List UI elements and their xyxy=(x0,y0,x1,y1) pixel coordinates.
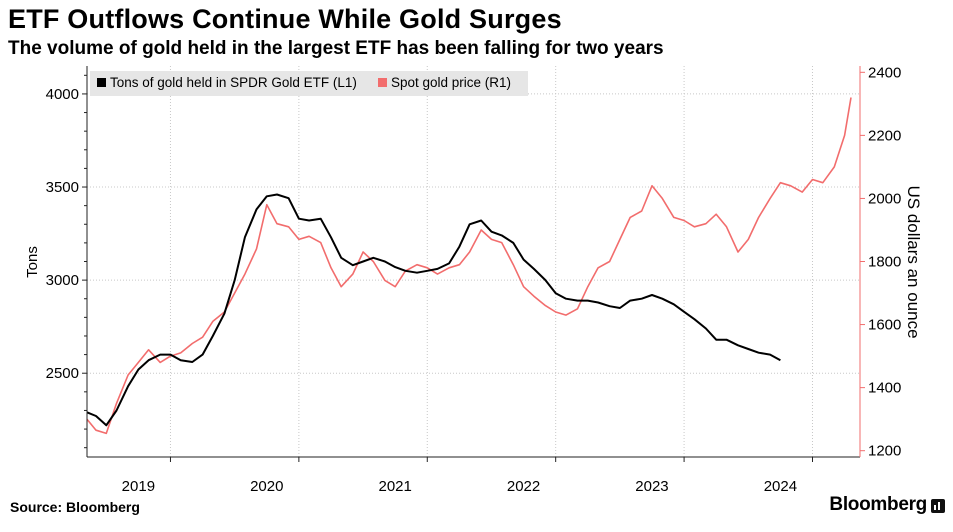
legend-label-etf: Tons of gold held in SPDR Gold ETF (L1) xyxy=(110,75,357,90)
axes: 2500 3000 3500 4000 1200 1400 1600 1800 2000 2200… xyxy=(46,64,902,495)
legend-label-gold: Spot gold price (R1) xyxy=(391,75,511,90)
right-tick-label: 1800 xyxy=(868,254,901,271)
right-tick-label: 2000 xyxy=(868,190,901,207)
x-tick-label: 2022 xyxy=(507,478,540,495)
x-tick-label: 2019 xyxy=(122,478,155,495)
x-tick-label: 2024 xyxy=(764,478,797,495)
x-tick-label: 2023 xyxy=(635,478,668,495)
legend-swatch-etf xyxy=(97,78,106,87)
chart-title: ETF Outflows Continue While Gold Surges xyxy=(8,4,562,34)
legend: Tons of gold held in SPDR Gold ETF (L1) … xyxy=(90,71,528,96)
brand-logo: Bloomberg xyxy=(829,494,927,515)
left-tick-label: 4000 xyxy=(46,86,79,103)
y-axis-label-left: Tons xyxy=(24,246,41,278)
y-axis-label-right: US dollars an ounce xyxy=(904,185,923,338)
x-tick-label: 2021 xyxy=(378,478,411,495)
etf-holdings-line xyxy=(86,193,781,427)
legend-background xyxy=(90,71,528,96)
right-tick-label: 1400 xyxy=(868,380,901,397)
legend-swatch-gold xyxy=(378,78,387,87)
right-tick-label: 2200 xyxy=(868,127,901,144)
gold-price-line xyxy=(86,97,852,435)
gridlines xyxy=(87,66,860,457)
series-group xyxy=(86,97,852,435)
left-tick-label: 2500 xyxy=(46,365,79,382)
bloomberg-terminal-icon xyxy=(931,499,945,513)
x-tick-label: 2020 xyxy=(250,478,283,495)
right-tick-label: 1600 xyxy=(868,317,901,334)
left-tick-label: 3500 xyxy=(46,179,79,196)
source-note: Source: Bloomberg xyxy=(10,499,140,515)
chart-subtitle: The volume of gold held in the largest E… xyxy=(8,38,664,59)
right-tick-label: 2400 xyxy=(868,64,901,81)
right-tick-label: 1200 xyxy=(868,443,901,460)
left-tick-label: 3000 xyxy=(46,272,79,289)
